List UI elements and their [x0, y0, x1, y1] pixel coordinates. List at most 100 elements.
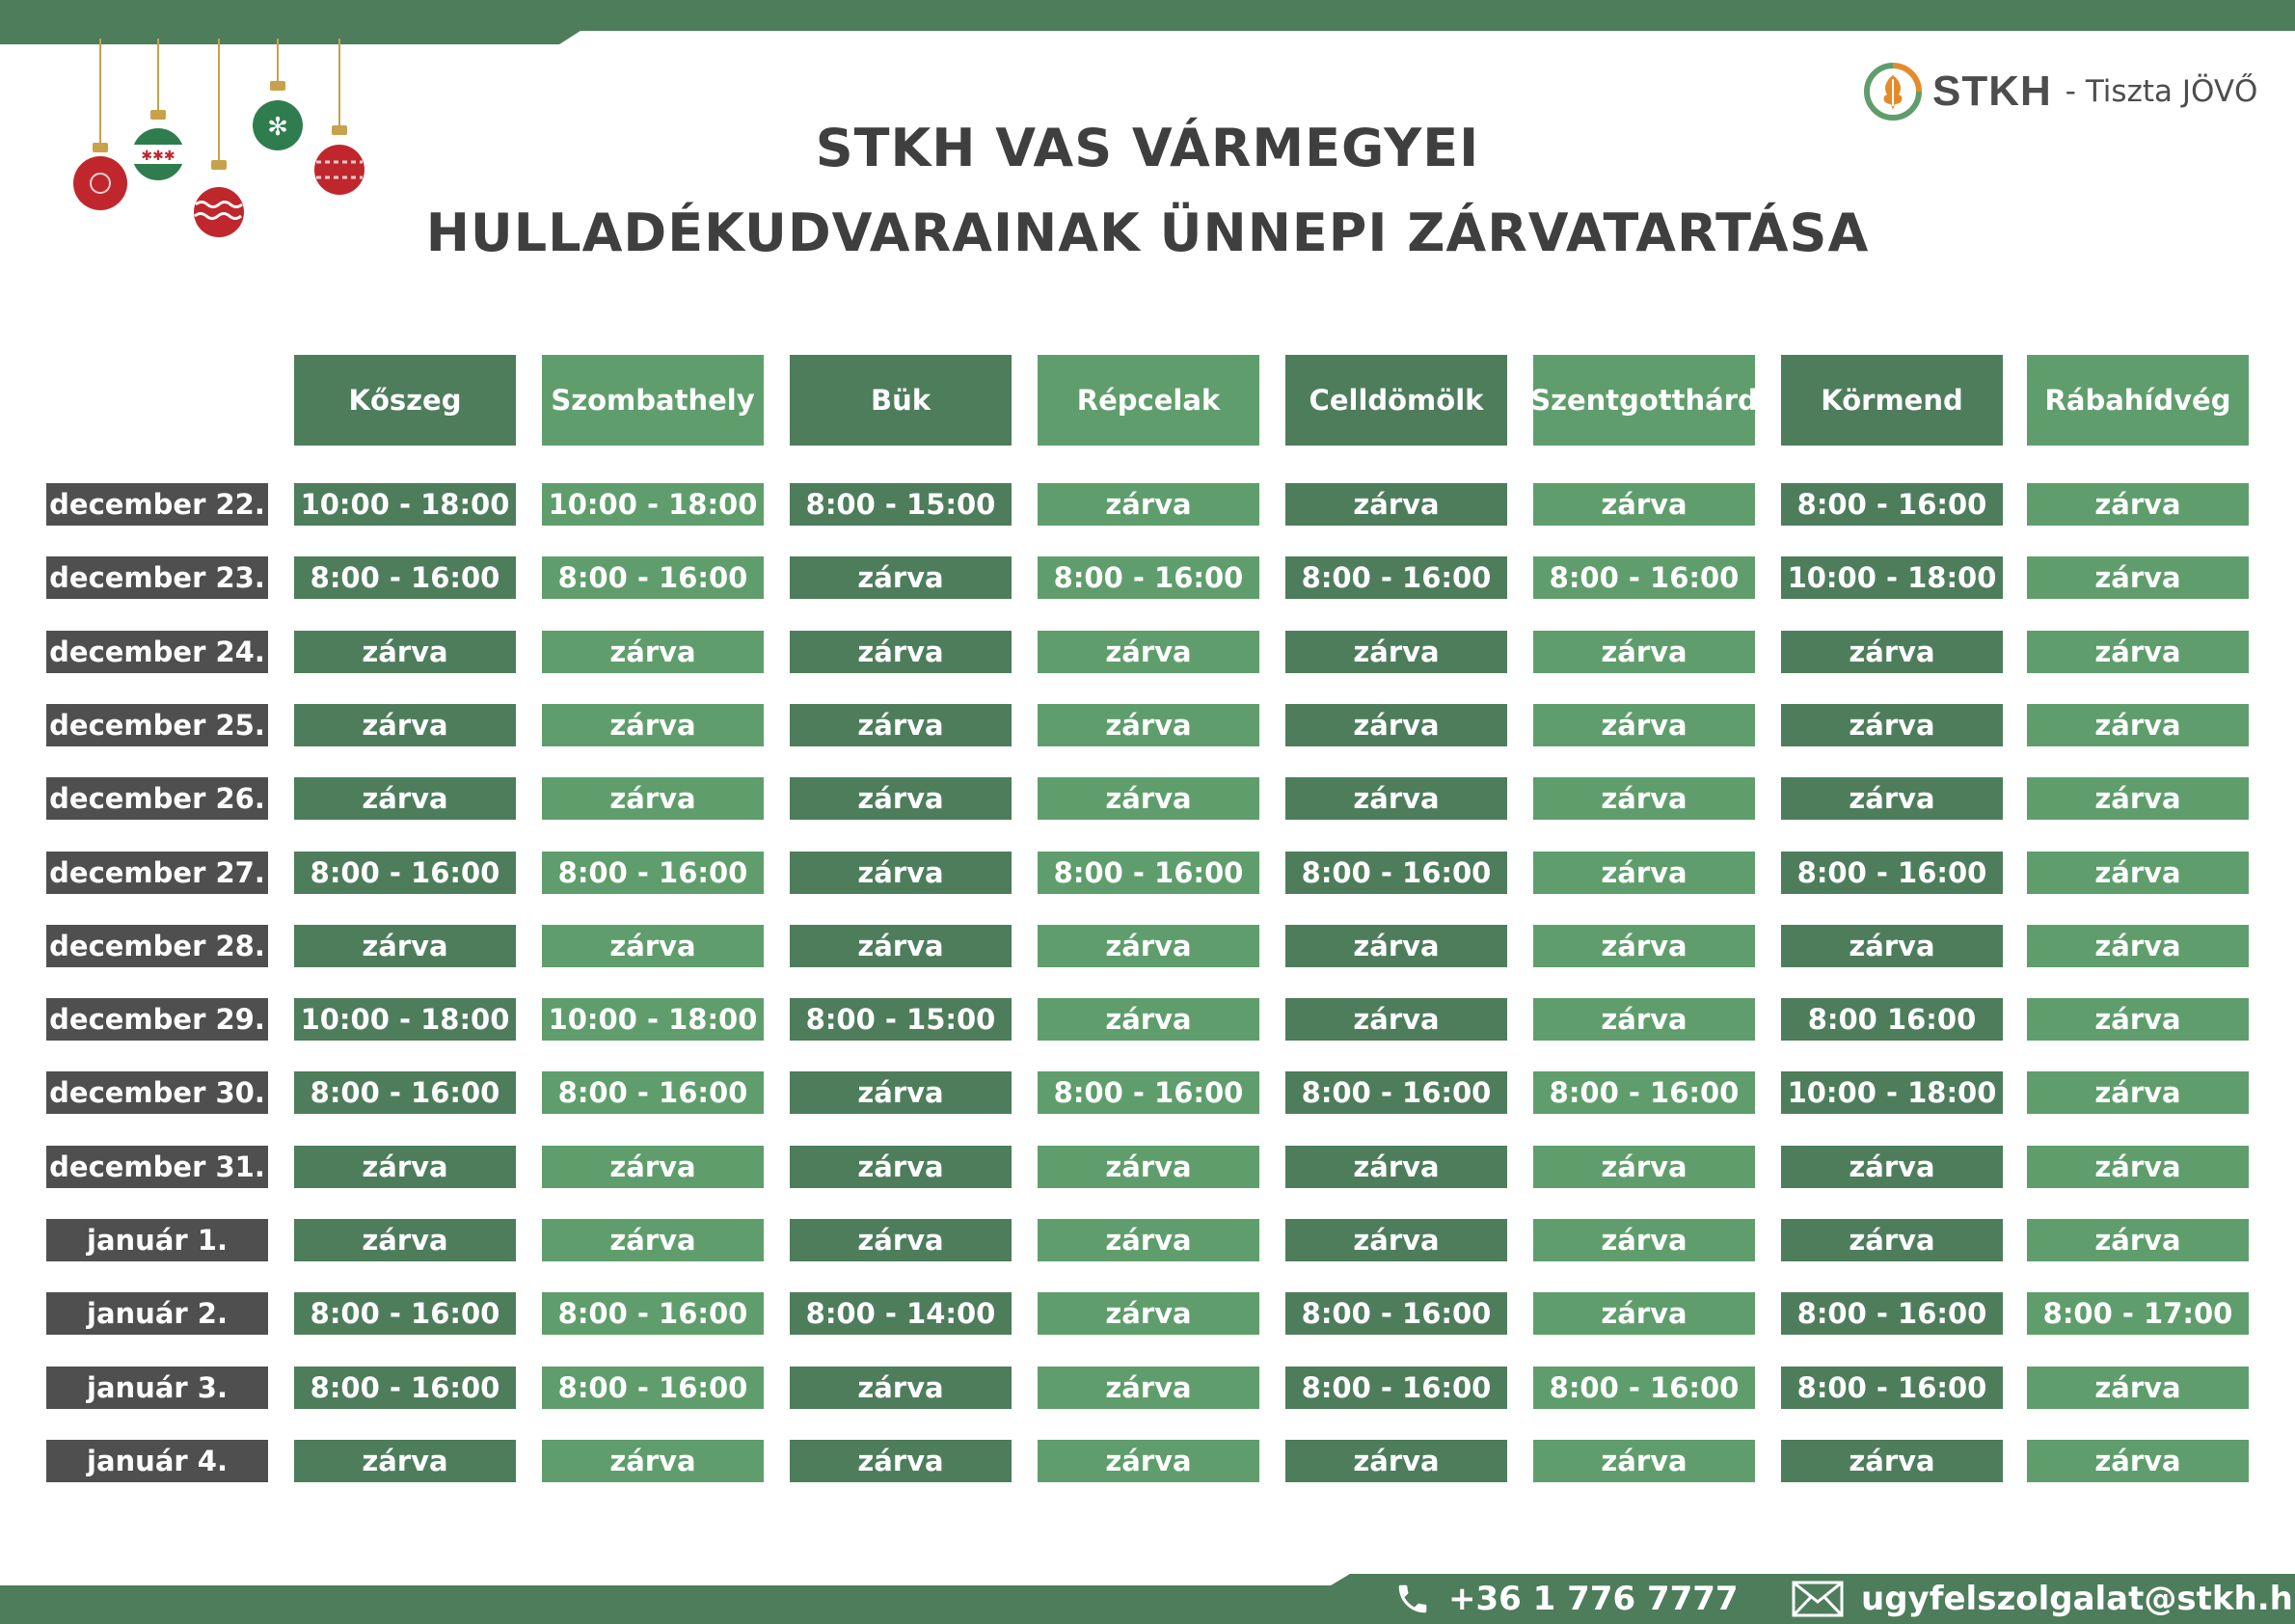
phone-number: +36 1 776 7777	[1448, 1580, 1739, 1618]
schedule-cell: 8:00 - 16:00	[1038, 852, 1259, 894]
column-header: Bük	[790, 355, 1012, 446]
schedule-cell: 8:00 - 16:00	[542, 852, 764, 894]
schedule-cell: zárva	[1533, 925, 1755, 967]
schedule-cell: 10:00 - 18:00	[1781, 556, 2003, 599]
schedule-cell: 8:00 - 16:00	[542, 1367, 764, 1409]
schedule-cell: zárva	[1285, 925, 1507, 967]
schedule-cell: 10:00 - 18:00	[294, 483, 516, 526]
schedule-cell: zárva	[1285, 483, 1507, 526]
brand-name: STKH	[1932, 68, 2052, 115]
schedule-cell: zárva	[1038, 1146, 1259, 1188]
phone-icon	[1398, 1584, 1427, 1613]
schedule-cell: zárva	[1533, 998, 1755, 1041]
svg-text:✻: ✻	[267, 113, 288, 142]
schedule-cell: zárva	[1285, 704, 1507, 746]
schedule-cell: 8:00 - 16:00	[1533, 556, 1755, 599]
schedule-cell: 8:00 - 16:00	[1781, 852, 2003, 894]
schedule-cell: zárva	[2027, 777, 2249, 820]
column-header: Rábahídvég	[2027, 355, 2249, 446]
schedule-cell: 8:00 - 16:00	[294, 1367, 516, 1409]
email-contact[interactable]: ugyfelszolgalat@stkh.hu	[1792, 1574, 2295, 1624]
date-label: december 27.	[46, 852, 268, 894]
column-header: Körmend	[1781, 355, 2003, 446]
phone-contact[interactable]: +36 1 776 7777	[1394, 1574, 1739, 1624]
schedule-cell: 8:00 - 17:00	[2027, 1292, 2249, 1335]
schedule-cell: 8:00 - 16:00	[1533, 1367, 1755, 1409]
schedule-cell: zárva	[1533, 852, 1755, 894]
schedule-cell: zárva	[790, 1146, 1012, 1188]
schedule-cell: zárva	[2027, 483, 2249, 526]
brand-tagline: - Tiszta JÖVŐ	[2065, 74, 2258, 109]
schedule-cell: zárva	[294, 631, 516, 673]
schedule-cell: 8:00 - 16:00	[1285, 556, 1507, 599]
schedule-cell: zárva	[1285, 1146, 1507, 1188]
schedule-cell: 8:00 - 16:00	[542, 1071, 764, 1114]
schedule-cell: zárva	[1533, 1440, 1755, 1482]
schedule-cell: zárva	[1285, 1219, 1507, 1261]
schedule-cell: zárva	[1038, 1292, 1259, 1335]
column-header: Szentgotthárd	[1530, 355, 1758, 446]
schedule-cell: zárva	[1781, 704, 2003, 746]
schedule-cell: zárva	[1038, 483, 1259, 526]
date-label: december 23.	[46, 556, 268, 599]
schedule-cell: zárva	[1781, 631, 2003, 673]
schedule-cell: zárva	[2027, 704, 2249, 746]
schedule-cell: 10:00 - 18:00	[542, 483, 764, 526]
date-label: december 25.	[46, 704, 268, 746]
schedule-cell: zárva	[2027, 631, 2249, 673]
date-label: december 31.	[46, 1146, 268, 1188]
schedule-cell: zárva	[790, 925, 1012, 967]
page-subtitle: HULLADÉKUDVARAINAK ÜNNEPI ZÁRVATARTÁSA	[425, 203, 1870, 263]
schedule-cell: zárva	[1781, 925, 2003, 967]
schedule-cell: zárva	[1285, 777, 1507, 820]
schedule-cell: 8:00 - 16:00	[294, 1071, 516, 1114]
date-label: december 28.	[46, 925, 268, 967]
schedule-cell: zárva	[542, 1146, 764, 1188]
email-address: ugyfelszolgalat@stkh.hu	[1861, 1580, 2295, 1618]
date-label: december 24.	[46, 631, 268, 673]
date-label: december 29.	[46, 998, 268, 1041]
schedule-cell: zárva	[1285, 1440, 1507, 1482]
schedule-cell: zárva	[2027, 1440, 2249, 1482]
schedule-cell: zárva	[2027, 1071, 2249, 1114]
schedule-cell: 8:00 - 16:00	[294, 556, 516, 599]
schedule-cell: 8:00 16:00	[1781, 998, 2003, 1041]
bottom-banner	[0, 1574, 2295, 1624]
schedule-cell: zárva	[790, 1219, 1012, 1261]
schedule-cell: 8:00 - 14:00	[790, 1292, 1012, 1335]
date-label: január 1.	[46, 1219, 268, 1261]
schedule-cell: zárva	[294, 704, 516, 746]
date-label: december 26.	[46, 777, 268, 820]
schedule-cell: zárva	[542, 1219, 764, 1261]
column-header: Répcelak	[1038, 355, 1259, 446]
schedule-cell: zárva	[1038, 1219, 1259, 1261]
schedule-cell: zárva	[1038, 777, 1259, 820]
schedule-cell: 8:00 - 16:00	[294, 852, 516, 894]
schedule-cell: 10:00 - 18:00	[1781, 1071, 2003, 1114]
schedule-cell: zárva	[1781, 1146, 2003, 1188]
schedule-cell: 8:00 - 16:00	[1781, 483, 2003, 526]
schedule-cell: zárva	[1038, 1367, 1259, 1409]
schedule-cell: zárva	[294, 777, 516, 820]
schedule-cell: zárva	[790, 556, 1012, 599]
schedule-cell: 8:00 - 15:00	[790, 483, 1012, 526]
schedule-cell: zárva	[1533, 704, 1755, 746]
column-header: Celldömölk	[1285, 355, 1507, 446]
brand-logo: STKH - Tiszta JÖVŐ	[1863, 60, 2257, 123]
schedule-cell: zárva	[1533, 1146, 1755, 1188]
schedule-cell: zárva	[294, 1440, 516, 1482]
schedule-cell: zárva	[1533, 483, 1755, 526]
schedule-cell: zárva	[1038, 704, 1259, 746]
schedule-cell: 8:00 - 16:00	[542, 1292, 764, 1335]
schedule-cell: 8:00 - 16:00	[294, 1292, 516, 1335]
top-banner	[0, 0, 2295, 44]
schedule-cell: zárva	[294, 925, 516, 967]
schedule-cell: zárva	[790, 777, 1012, 820]
date-label: december 30.	[46, 1071, 268, 1114]
schedule-cell: zárva	[790, 852, 1012, 894]
date-label: december 22.	[46, 483, 268, 526]
schedule-cell: zárva	[2027, 1219, 2249, 1261]
schedule-cell: zárva	[542, 1440, 764, 1482]
schedule-cell: 8:00 - 16:00	[1285, 1292, 1507, 1335]
schedule-cell: zárva	[2027, 998, 2249, 1041]
